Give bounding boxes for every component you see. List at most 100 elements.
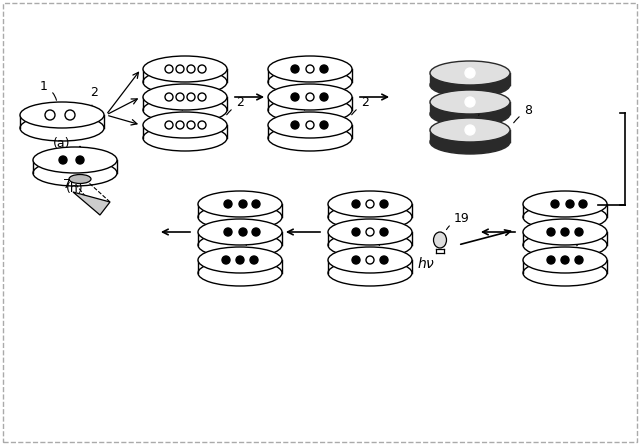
Circle shape	[306, 65, 314, 73]
Ellipse shape	[268, 125, 352, 151]
Ellipse shape	[328, 191, 412, 217]
Ellipse shape	[33, 147, 117, 173]
Ellipse shape	[143, 97, 227, 123]
Circle shape	[176, 93, 184, 101]
Circle shape	[59, 156, 67, 164]
Circle shape	[366, 200, 374, 208]
Circle shape	[561, 256, 569, 264]
Circle shape	[320, 121, 328, 129]
Text: 3: 3	[288, 89, 305, 110]
Ellipse shape	[328, 219, 412, 245]
Circle shape	[380, 200, 388, 208]
Polygon shape	[73, 192, 110, 215]
Ellipse shape	[143, 69, 227, 95]
Circle shape	[198, 65, 206, 73]
Text: 2: 2	[351, 97, 369, 115]
Circle shape	[239, 228, 247, 236]
Ellipse shape	[433, 232, 447, 248]
Ellipse shape	[523, 219, 607, 245]
Ellipse shape	[430, 61, 510, 85]
Circle shape	[187, 65, 195, 73]
Circle shape	[547, 256, 555, 264]
Text: (h): (h)	[66, 182, 84, 195]
Text: (g): (g)	[231, 226, 249, 239]
Text: (d): (d)	[461, 95, 479, 108]
Circle shape	[224, 200, 232, 208]
Circle shape	[176, 121, 184, 129]
Circle shape	[320, 93, 328, 101]
Circle shape	[187, 121, 195, 129]
Ellipse shape	[328, 232, 412, 258]
Bar	[430, 130, 510, 142]
Circle shape	[198, 93, 206, 101]
Ellipse shape	[430, 130, 510, 154]
Ellipse shape	[523, 191, 607, 217]
Ellipse shape	[143, 56, 227, 82]
Circle shape	[76, 156, 84, 164]
Circle shape	[551, 200, 559, 208]
Circle shape	[250, 256, 258, 264]
Ellipse shape	[430, 90, 510, 114]
Circle shape	[291, 65, 299, 73]
Circle shape	[465, 125, 475, 135]
Text: (c): (c)	[301, 91, 318, 104]
Bar	[430, 73, 510, 85]
Circle shape	[465, 68, 475, 78]
Ellipse shape	[430, 118, 510, 142]
Circle shape	[165, 93, 173, 101]
Ellipse shape	[198, 260, 282, 286]
Circle shape	[45, 110, 55, 120]
Text: 8: 8	[514, 104, 532, 123]
Circle shape	[320, 65, 328, 73]
Circle shape	[291, 121, 299, 129]
Circle shape	[65, 110, 75, 120]
Ellipse shape	[328, 260, 412, 286]
Ellipse shape	[198, 219, 282, 245]
Text: 2: 2	[227, 97, 244, 115]
Circle shape	[252, 228, 260, 236]
Ellipse shape	[143, 125, 227, 151]
Ellipse shape	[328, 204, 412, 230]
Circle shape	[380, 228, 388, 236]
Text: 7: 7	[63, 178, 71, 191]
Circle shape	[352, 256, 360, 264]
Text: 1: 1	[182, 89, 191, 110]
Ellipse shape	[143, 112, 227, 138]
Ellipse shape	[523, 232, 607, 258]
Circle shape	[165, 121, 173, 129]
Circle shape	[352, 228, 360, 236]
Text: 2: 2	[90, 86, 98, 107]
Ellipse shape	[268, 112, 352, 138]
Text: (b): (b)	[176, 91, 194, 104]
Ellipse shape	[33, 160, 117, 186]
Text: (a): (a)	[53, 137, 71, 150]
Circle shape	[222, 256, 230, 264]
Circle shape	[547, 228, 555, 236]
Circle shape	[352, 200, 360, 208]
Text: (f): (f)	[363, 226, 377, 239]
Ellipse shape	[430, 73, 510, 97]
Ellipse shape	[143, 84, 227, 110]
Circle shape	[579, 200, 587, 208]
Ellipse shape	[430, 102, 510, 126]
Ellipse shape	[20, 115, 104, 141]
Circle shape	[465, 97, 475, 107]
Circle shape	[252, 200, 260, 208]
Circle shape	[575, 256, 583, 264]
Ellipse shape	[268, 56, 352, 82]
Ellipse shape	[268, 97, 352, 123]
Text: 6: 6	[380, 227, 396, 246]
Circle shape	[165, 65, 173, 73]
Bar	[430, 102, 510, 114]
Circle shape	[176, 65, 184, 73]
Text: (e): (e)	[556, 226, 573, 239]
Circle shape	[236, 256, 244, 264]
Ellipse shape	[523, 260, 607, 286]
Circle shape	[566, 200, 574, 208]
Ellipse shape	[198, 191, 282, 217]
Text: 19: 19	[447, 211, 470, 230]
Text: 5: 5	[577, 227, 601, 246]
Circle shape	[306, 93, 314, 101]
Circle shape	[198, 121, 206, 129]
Circle shape	[366, 228, 374, 236]
